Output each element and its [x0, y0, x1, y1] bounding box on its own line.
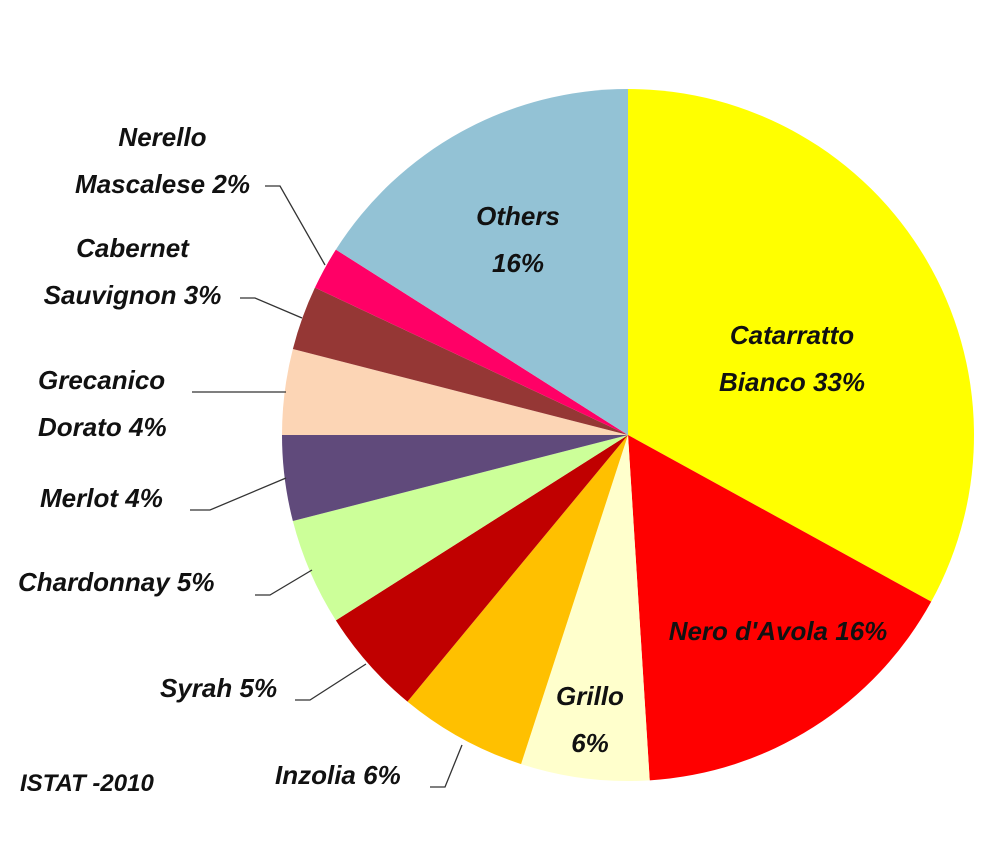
slice-label: Catarratto Bianco 33%	[697, 312, 887, 406]
pie-slice	[521, 435, 650, 781]
pie-slice	[335, 435, 628, 702]
value-label: 4%	[129, 412, 167, 442]
pie-slice	[292, 287, 628, 435]
slice-label: Grillo 6%	[535, 673, 645, 767]
pie-slice	[314, 249, 628, 435]
leader-line	[255, 569, 313, 596]
slice-label: Cabernet Sauvignon 3%	[25, 225, 240, 319]
value-label: 33%	[812, 367, 865, 397]
slice-label: Others 16%	[458, 193, 578, 287]
category-name: Inzolia	[275, 760, 356, 790]
category-name: Syrah	[160, 673, 233, 703]
pie-slice	[628, 435, 932, 781]
pie-slice	[335, 89, 628, 435]
value-label: 6%	[363, 760, 401, 790]
leader-line	[240, 297, 303, 319]
leader-line	[295, 663, 367, 701]
slice-label: Inzolia 6%	[275, 752, 455, 799]
pie-slice	[282, 435, 628, 522]
source-note: ISTAT -2010	[20, 770, 154, 797]
leader-line	[265, 185, 326, 266]
category-name: Chardonnay	[18, 567, 170, 597]
category-name: Merlot	[40, 483, 118, 513]
value-label: 5%	[239, 673, 278, 703]
value-label: 6%	[571, 728, 609, 758]
value-label: 5%	[176, 567, 215, 597]
pie-slice	[282, 348, 628, 435]
category-name: Nero d'Avola	[668, 616, 829, 646]
value-label: 16%	[835, 616, 888, 646]
category-name: Grillo	[556, 681, 624, 711]
slice-label: Grecanico Dorato 4%	[38, 357, 198, 451]
pie-slice	[628, 89, 974, 602]
pie-slice	[407, 435, 628, 765]
slice-label: Syrah 5%	[160, 665, 320, 712]
value-label: 16%	[491, 248, 545, 278]
value-label: 4%	[125, 483, 163, 513]
leader-line	[190, 477, 287, 511]
category-name: Catarratto Bianco	[719, 320, 855, 397]
leader-line	[430, 744, 463, 788]
category-name: Cabernet Sauvignon	[43, 233, 189, 310]
pie-slice	[292, 435, 628, 621]
slice-label: Merlot 4%	[40, 475, 220, 522]
category-name: Grecanico Dorato	[38, 365, 166, 442]
slice-label: Chardonnay 5%	[18, 559, 278, 606]
category-name: Others	[476, 201, 560, 231]
category-name: Nerello Mascalese	[75, 122, 207, 199]
value-label: 2%	[212, 169, 250, 199]
slice-label: Nero d'Avola 16%	[668, 608, 888, 655]
slice-label: Nerello Mascalese 2%	[55, 114, 270, 208]
value-label: 3%	[183, 280, 222, 310]
